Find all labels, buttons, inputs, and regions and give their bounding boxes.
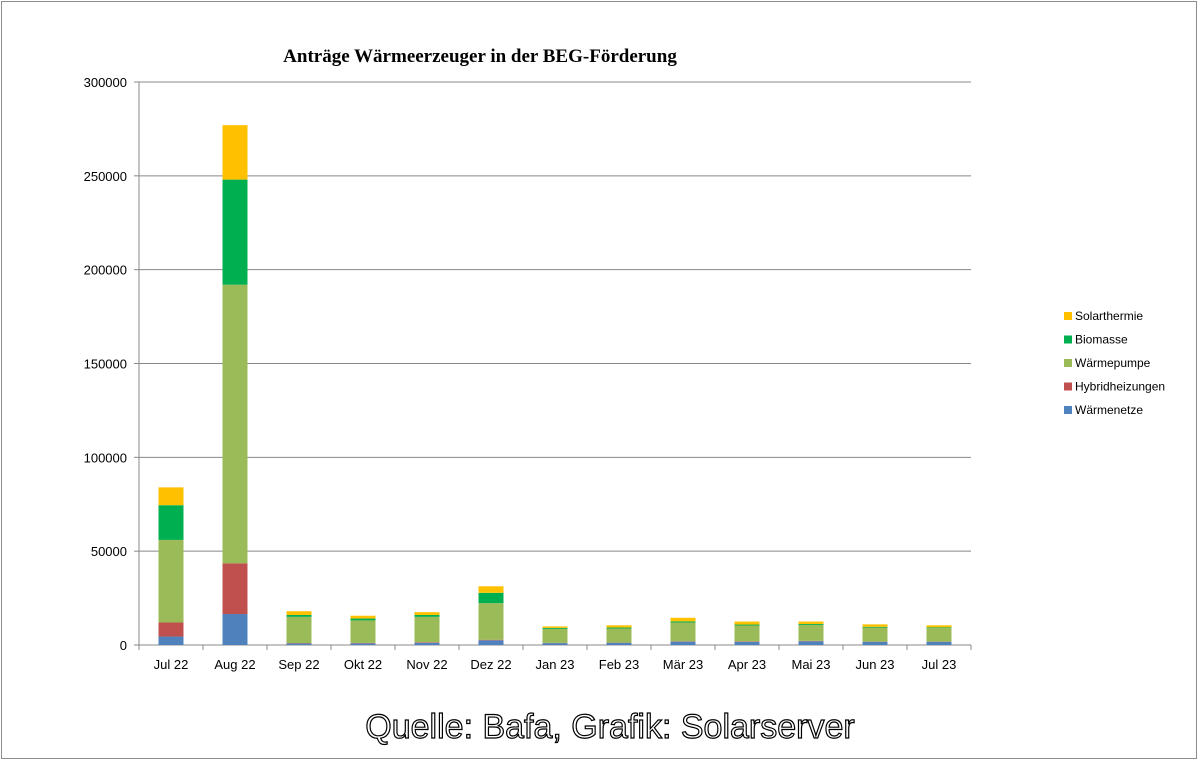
x-tick-label: Nov 22 [406,657,447,672]
x-tick-label: Feb 23 [599,657,639,672]
legend-label: Solarthermie [1075,309,1143,323]
bar-segment-wärmenetze [606,642,632,645]
x-tick-label: Sep 22 [278,657,319,672]
legend-label: Wärmepumpe [1075,356,1151,370]
legend: Solarthermie Biomasse Wärmepumpe Hybridheiz… [1064,309,1165,417]
bar-segment-wärmenetze [478,640,504,645]
bar-segment-solarthermie [222,125,248,180]
bar-segment-solarthermie [158,487,184,506]
bar-segment-wärmenetze [542,643,568,645]
bar-segment-solarthermie [286,611,312,615]
bar-segment-hybridheizungen [158,622,184,637]
bar-segment-wärmenetze [734,641,760,645]
bar-segment-biomasse [670,621,696,623]
bar-segment-wärmepumpe [478,603,504,640]
bar-segment-wärmenetze [926,641,952,645]
legend-swatch [1064,382,1072,391]
legend-label: Biomasse [1075,333,1128,347]
bar-segment-solarthermie [542,626,568,628]
x-tick-label: Jul 22 [154,657,189,672]
bar-segment-wärmepumpe [798,624,824,641]
bar-segment-wärmepumpe [414,616,440,643]
bar-segment-biomasse [798,623,824,625]
bar-segment-wärmenetze [414,642,440,645]
bar-segment-wärmenetze [862,641,888,645]
bar-segment-biomasse [606,627,632,629]
bar-segment-solarthermie [862,624,888,627]
bar-segment-biomasse [222,179,248,285]
legend-swatch [1064,359,1072,367]
x-tick-label: Jul 23 [922,657,957,672]
bar-segment-solarthermie [734,621,760,625]
x-tick-label: Mär 23 [663,657,703,672]
y-tick-label: 150000 [84,357,127,372]
bar-segment-biomasse [542,627,568,629]
legend-label: Wärmenetze [1075,403,1143,417]
bar-segment-wärmepumpe [542,628,568,643]
axes: 0 50000 100000 150000 200000 250000 300000 Jul … [84,75,972,672]
bar-segment-wärmepumpe [286,616,312,644]
bar-segment-biomasse [478,592,504,604]
bar-segment-solarthermie [414,612,440,615]
bar-segment-wärmepumpe [670,622,696,642]
bar-segment-hybridheizungen [222,563,248,615]
x-tick-label: Jun 23 [855,657,894,672]
bar-segment-biomasse [734,624,760,626]
y-tick-label: 50000 [91,544,127,559]
bar-segment-biomasse [414,614,440,617]
bar-segment-wärmepumpe [350,620,376,643]
y-tick-label: 250000 [84,169,127,184]
y-tick-label: 100000 [84,450,127,465]
source-note: Quelle: Bafa, Grafik: Solarserver [365,708,854,746]
bar-segment-solarthermie [606,625,632,628]
bar-segment-solarthermie [670,617,696,622]
bar-segment-biomasse [158,505,184,540]
bar-segment-wärmenetze [350,643,376,645]
bar-segment-biomasse [350,618,376,621]
bar-segment-hybridheizungen [478,639,504,641]
bar-segment-biomasse [862,626,888,628]
y-tick-label: 300000 [84,75,127,90]
bar-segment-wärmepumpe [222,284,248,564]
y-tick-label: 0 [120,638,127,653]
bar-segment-wärmepumpe [606,628,632,643]
bar-segment-hybridheizungen [414,642,440,643]
legend-swatch [1064,335,1072,344]
x-tick-label: Mai 23 [791,657,830,672]
bars [158,125,952,645]
bar-segment-wärmenetze [286,643,312,645]
bar-segment-wärmenetze [158,636,184,645]
x-tick-label: Aug 22 [214,657,255,672]
bar-segment-solarthermie [350,615,376,619]
bar-segment-solarthermie [478,586,504,593]
bar-segment-wärmenetze [670,641,696,645]
x-tick-label: Dez 22 [470,657,511,672]
x-tick-label: Jan 23 [535,657,574,672]
bar-segment-biomasse [926,627,952,629]
bar-segment-wärmepumpe [734,625,760,642]
legend-label: Hybridheizungen [1075,380,1165,394]
bar-segment-wärmepumpe [926,628,952,642]
bar-segment-solarthermie [926,625,952,628]
chart-title: Anträge Wärmeerzeuger in der BEG-Förderu… [283,46,677,67]
bar-segment-wärmenetze [798,641,824,645]
grid-lines [139,81,971,552]
y-tick-label: 200000 [84,263,127,278]
legend-swatch [1064,406,1072,414]
bar-segment-wärmepumpe [158,539,184,623]
bar-segment-solarthermie [798,621,824,624]
bar-segment-wärmenetze [222,614,248,645]
legend-swatch [1064,312,1072,320]
x-tick-label: Okt 22 [344,657,382,672]
bar-segment-wärmepumpe [862,627,888,642]
x-tick-label: Apr 23 [728,657,766,672]
bar-segment-biomasse [286,614,312,617]
